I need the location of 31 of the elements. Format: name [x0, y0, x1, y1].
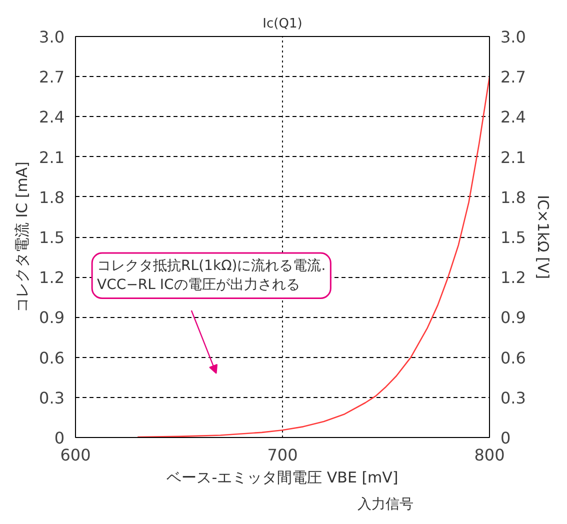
y-tick-label: 1.2: [39, 268, 65, 288]
y2-tick-label: 1.5: [500, 228, 526, 247]
y2-tick-label: 0.9: [500, 308, 526, 328]
y2-tick-label: 1.2: [500, 268, 526, 288]
y-axis-title: コレクタ電流 IC [mA]: [13, 161, 32, 313]
y-tick-label: 0.3: [39, 388, 65, 408]
y2-tick-label: 0.3: [500, 388, 526, 408]
y-tick-label: 0: [54, 428, 65, 448]
y-tick-label: 2.4: [39, 108, 65, 127]
y-tick-label: 1.5: [39, 228, 65, 247]
y-tick-label: 0.9: [39, 308, 65, 328]
y2-tick-label: 1.8: [500, 188, 526, 207]
y2-tick-label: 2.4: [500, 108, 526, 127]
y-tick-label: 2.1: [39, 148, 65, 167]
y2-tick-label: 0.6: [500, 348, 526, 368]
y-tick-label: 2.7: [39, 68, 65, 87]
x-tick-label: 800: [474, 446, 505, 464]
x-axis-title: ベース-エミッタ間電圧 VBE [mV]: [166, 468, 398, 486]
chart-title: Ic(Q1): [262, 16, 302, 32]
y2-axis-title: IC×1kΩ [V]: [534, 195, 552, 279]
y2-tick-label: 0: [500, 428, 511, 448]
y2-tick-label: 2.7: [500, 68, 526, 87]
y-tick-label: 0.6: [39, 348, 65, 368]
x-tick-label: 600: [60, 446, 91, 464]
y2-tick-label: 2.1: [500, 148, 526, 167]
x-tick-label: 700: [267, 446, 298, 464]
text: 入力信号: [358, 496, 414, 512]
y2-tick-label: 3.0: [500, 28, 526, 46]
y-tick-label: 1.8: [39, 188, 65, 207]
annotation: コレクタ抵抗RL(1kΩ)に流れる電流. VCC−RL ICの電圧が出力される: [97, 258, 326, 294]
y-tick-label: 3.0: [39, 28, 65, 46]
